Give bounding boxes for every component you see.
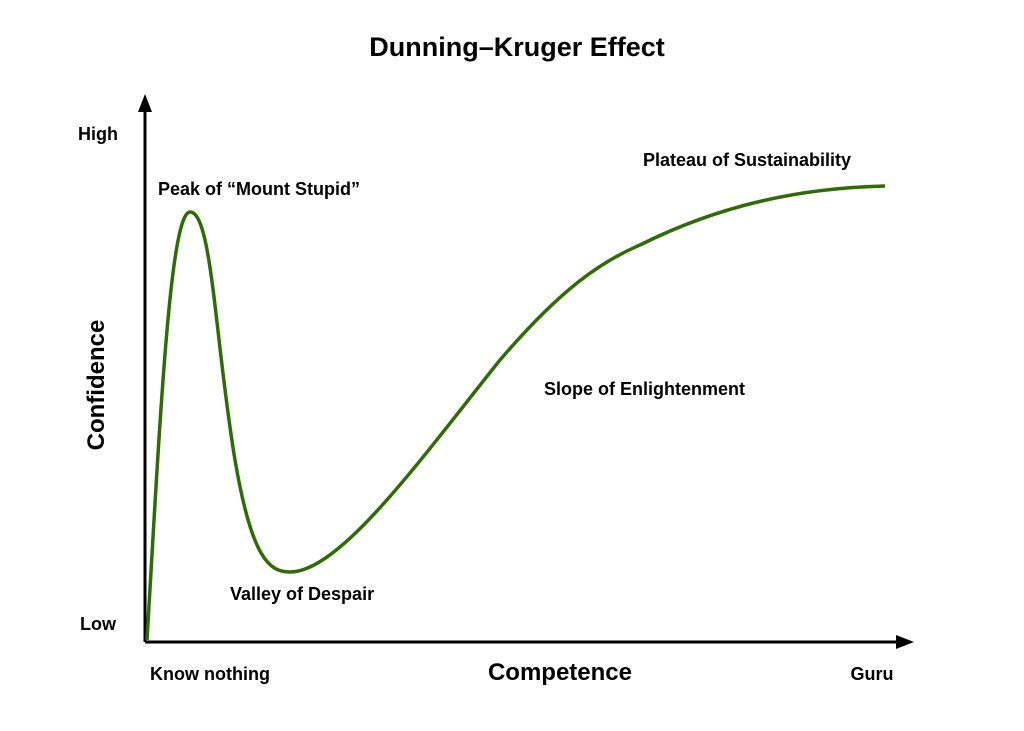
peak-annotation: Peak of “Mount Stupid”	[158, 179, 360, 199]
y-axis-arrow	[138, 94, 152, 112]
x-axis-arrow	[896, 635, 914, 649]
y-axis-label: Confidence	[83, 320, 110, 451]
y-high-label: High	[78, 124, 118, 144]
x-end-label: Guru	[851, 664, 894, 684]
slope-annotation: Slope of Enlightenment	[544, 379, 745, 399]
y-low-label: Low	[80, 614, 117, 634]
title: Dunning–Kruger Effect	[369, 32, 665, 62]
valley-annotation: Valley of Despair	[230, 584, 374, 604]
curve	[145, 184, 886, 641]
x-start-label: Know nothing	[150, 664, 270, 684]
plateau-annotation: Plateau of Sustainability	[643, 150, 851, 170]
x-axis-label: Competence	[488, 659, 632, 686]
